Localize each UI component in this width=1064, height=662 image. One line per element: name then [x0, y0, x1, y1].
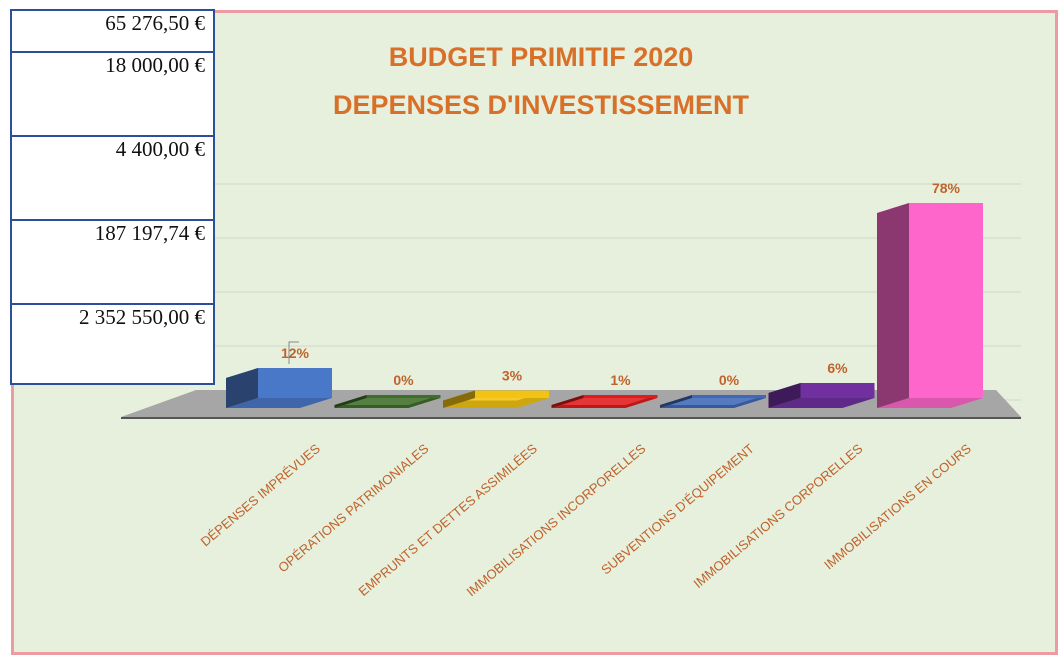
- table-row: 187 197,74 €: [10, 219, 215, 305]
- bar-front: [909, 203, 983, 398]
- amount-cell: 18 000,00 €: [10, 51, 215, 137]
- amount-table: 65 276,50 € 18 000,00 € 4 400,00 € 187 1…: [10, 9, 215, 385]
- bar-front: [692, 395, 766, 398]
- chart-svg: 12% 0% 3% 1% 0% 6% 78% DÉPENSES IMPRÉVUESOPÉRA…: [121, 42, 1021, 600]
- value-label: 0%: [719, 372, 740, 388]
- bar: [334, 395, 441, 408]
- category-label: IMMOBILISATIONS INCORPORELLES: [464, 441, 649, 600]
- chart-frame: 12% 0% 3% 1% 0% 6% 78% DÉPENSES IMPRÉVUES OPÉRA…: [10, 9, 1058, 655]
- bar: [877, 203, 983, 408]
- bar: [226, 368, 332, 408]
- value-labels: 12% 0% 3% 1% 0% 6% 78%: [281, 180, 961, 388]
- value-label: 0%: [393, 372, 414, 388]
- bar-side: [226, 368, 258, 408]
- bar-front: [583, 395, 658, 398]
- value-label: 1%: [610, 372, 631, 388]
- value-label: 3%: [502, 368, 523, 384]
- bar-base: [226, 398, 332, 408]
- chart-title-line-2: DEPENSES D'INVESTISSEMENT: [333, 90, 750, 120]
- bar-side: [551, 395, 584, 408]
- chart-title-line-1: BUDGET PRIMITIF 2020: [389, 42, 694, 72]
- category-label: DÉPENSES IMPRÉVUES: [198, 441, 324, 550]
- bar-base: [768, 398, 875, 408]
- bar-front: [800, 383, 875, 398]
- bar-side: [877, 203, 909, 408]
- bar-front: [258, 368, 332, 398]
- bars: [226, 203, 983, 408]
- amount-cell: 4 400,00 €: [10, 135, 215, 221]
- category-label: EMPRUNTS ET DETTES ASSIMILÉES: [356, 441, 541, 599]
- table-row: 2 352 550,00 €: [10, 303, 215, 385]
- bar-side: [334, 395, 367, 408]
- bar-side: [443, 390, 475, 408]
- bar-side: [768, 383, 801, 408]
- bar-base: [877, 398, 983, 408]
- value-label: 6%: [827, 360, 848, 376]
- value-label: 78%: [932, 180, 961, 196]
- bar-side: [660, 395, 692, 408]
- bar: [443, 390, 549, 408]
- label-leader: [288, 341, 299, 364]
- table-row: 4 400,00 €: [10, 135, 215, 221]
- bar: [768, 383, 875, 408]
- value-label: 12%: [281, 345, 310, 361]
- bar: [551, 395, 658, 408]
- bar-front: [366, 395, 441, 398]
- bar-front: [475, 390, 549, 398]
- amount-cell: 187 197,74 €: [10, 219, 215, 305]
- bar: [660, 395, 766, 408]
- table-row: 65 276,50 €: [10, 9, 215, 53]
- amount-cell: 65 276,50 €: [10, 9, 215, 53]
- table-row: 18 000,00 €: [10, 51, 215, 137]
- amount-cell: 2 352 550,00 €: [10, 303, 215, 385]
- leader-line: [288, 341, 299, 364]
- category-label: IMMOBILISATIONS CORPORELLES: [691, 441, 866, 591]
